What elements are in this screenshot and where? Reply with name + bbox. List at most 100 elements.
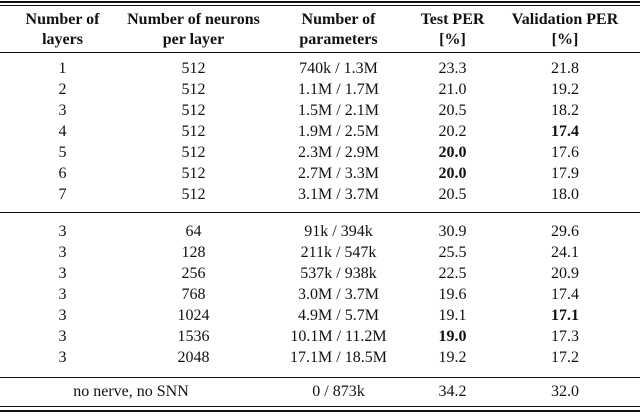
table-cell: 34.2 [438, 382, 467, 400]
table-cell: 29.6 [551, 222, 579, 240]
table-cell: 3 [58, 101, 67, 119]
table-row: 1 512 740k / 1.3M 23.3 21.8 [0, 52, 640, 79]
table-cell: 17.1 [551, 306, 579, 324]
table-cell: 6 [58, 164, 67, 182]
table-cell: 23.3 [438, 59, 467, 77]
table-cell: 19.2 [438, 348, 467, 366]
table-cell: 2 [58, 80, 67, 98]
table-cell: 17.3 [551, 327, 579, 345]
table-group-width-sweep: 3 64 91k / 394k 30.9 29.6 3 128 211k / 547k 25.5… [0, 212, 640, 377]
table-cell: 740k / 1.3M [299, 59, 378, 77]
header-line: [%] [439, 30, 466, 48]
table-row: 2 512 1.1M / 1.7M 21.0 19.2 [0, 79, 640, 100]
header-line: layers [42, 30, 83, 48]
table-row: 3 1536 10.1M / 11.2M 19.0 17.3 [0, 326, 640, 347]
table-row: 3 2048 17.1M / 18.5M 19.2 17.2 [0, 347, 640, 378]
table-cell: 64 [185, 222, 202, 240]
table-row: 3 256 537k / 938k 22.5 20.9 [0, 263, 640, 284]
table-cell: 3 [58, 306, 67, 324]
table-cell: 19.0 [438, 327, 467, 345]
table-cell: 25.5 [438, 243, 467, 261]
table-cell: 21.0 [438, 80, 467, 98]
header-line: parameters [299, 30, 378, 48]
table-row: 3 512 1.5M / 2.1M 20.5 18.2 [0, 100, 640, 121]
table-cell: 1.1M / 1.7M [298, 80, 379, 98]
table-row: 5 512 2.3M / 2.9M 20.0 17.6 [0, 142, 640, 163]
header-line: Number of neurons [127, 10, 260, 28]
table-top-rule [0, 1, 640, 6]
table-cell: 19.1 [438, 306, 467, 324]
table-cell: 20.5 [438, 185, 467, 203]
table-cell: 30.9 [438, 222, 467, 240]
table-cell: 3 [58, 327, 67, 345]
table-cell: 7 [58, 185, 67, 203]
table-cell: 512 [181, 80, 206, 98]
col-header-number-of-layers: Number of layers [0, 6, 125, 53]
table-cell: 512 [181, 164, 206, 182]
table-cell: 18.0 [551, 185, 579, 203]
bottom-rule-thick-line [0, 409, 640, 412]
table-cell: 17.4 [551, 285, 579, 303]
header-row: Number of layers Number of neurons per l… [0, 6, 640, 53]
header-line: Number of [301, 10, 376, 28]
table-cell: 512 [181, 59, 206, 77]
header-line: Test PER [420, 10, 485, 28]
table-cell: 32.0 [551, 382, 579, 400]
table-cell: 19.6 [438, 285, 467, 303]
table-cell: 3 [58, 264, 67, 282]
top-rule-thick-line [0, 1, 640, 3]
col-header-validation-per: Validation PER [%] [490, 6, 640, 53]
baseline-label: no nerve, no SNN [73, 382, 189, 400]
table-cell: 1.9M / 2.5M [298, 122, 379, 140]
table-cell: 1.5M / 2.1M [298, 101, 379, 119]
table-cell: 4.9M / 5.7M [298, 306, 379, 324]
table-cell: 3 [58, 348, 67, 366]
table-cell: 2048 [177, 348, 210, 366]
table-cell: 20.5 [438, 101, 467, 119]
table-group-baseline: no nerve, no SNN 0 / 873k 34.2 32.0 [0, 377, 640, 406]
table-cell: 24.1 [551, 243, 579, 261]
table-row: 3 128 211k / 547k 25.5 24.1 [0, 242, 640, 263]
table-cell: 512 [181, 143, 206, 161]
header-line: [%] [551, 30, 579, 48]
table-cell: 20.0 [438, 164, 467, 182]
table-cell: 3 [58, 243, 67, 261]
table-group-depth-sweep: 1 512 740k / 1.3M 23.3 21.8 2 512 1.1M / 1.7M 21… [0, 52, 640, 212]
header-line: Number of [25, 10, 100, 28]
table-cell: 1536 [177, 327, 210, 345]
table-cell: 20.0 [438, 143, 467, 161]
table-cell: 1 [58, 59, 67, 77]
table-cell: 3 [58, 285, 67, 303]
table-cell: 3.0M / 3.7M [298, 285, 379, 303]
table-row: 3 768 3.0M / 3.7M 19.6 17.4 [0, 284, 640, 305]
table-header: Number of layers Number of neurons per l… [0, 6, 640, 53]
table-cell: 20.9 [551, 264, 579, 282]
table-cell: 0 / 873k [312, 382, 365, 400]
table-row: 3 64 91k / 394k 30.9 29.6 [0, 212, 640, 242]
table-row: no nerve, no SNN 0 / 873k 34.2 32.0 [0, 377, 640, 406]
table-row: 3 1024 4.9M / 5.7M 19.1 17.1 [0, 305, 640, 326]
col-header-number-of-parameters: Number of parameters [262, 6, 415, 53]
col-header-neurons-per-layer: Number of neurons per layer [125, 6, 262, 53]
table-cell: 2.7M / 3.3M [298, 164, 379, 182]
table-cell: 128 [181, 243, 206, 261]
table-cell: 2.3M / 2.9M [298, 143, 379, 161]
table-row: 7 512 3.1M / 3.7M 20.5 18.0 [0, 184, 640, 213]
table-cell: 768 [181, 285, 206, 303]
table-cell: 21.8 [551, 59, 579, 77]
table-bottom-rule [0, 405, 640, 412]
table-cell: 17.6 [551, 143, 579, 161]
header-line: per layer [162, 30, 225, 48]
table-cell: 3.1M / 3.7M [298, 185, 379, 203]
table-cell: 512 [181, 122, 206, 140]
top-rule-thin-line [0, 4, 640, 6]
header-line: Validation PER [511, 10, 619, 28]
table-cell: 17.1M / 18.5M [290, 348, 387, 366]
table-cell: 3 [58, 222, 67, 240]
table-row: 6 512 2.7M / 3.3M 20.0 17.9 [0, 163, 640, 184]
table-cell: 1024 [177, 306, 210, 324]
table-cell: 256 [181, 264, 206, 282]
table-cell: 537k / 938k [300, 264, 377, 282]
table-cell: 512 [181, 185, 206, 203]
